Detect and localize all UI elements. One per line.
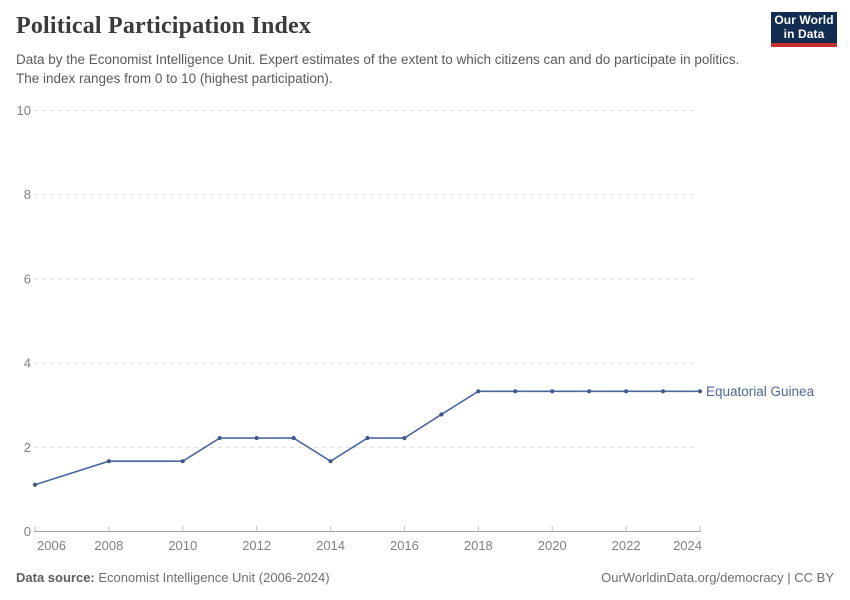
data-point-marker[interactable] bbox=[254, 435, 259, 441]
chart-footer: Data source: Economist Intelligence Unit… bbox=[16, 570, 834, 585]
page-title: Political Participation Index bbox=[16, 13, 312, 39]
x-axis-tick-label: 2012 bbox=[242, 538, 271, 553]
data-source-value: Economist Intelligence Unit (2006-2024) bbox=[94, 570, 330, 585]
owid-logo-line1: Our World bbox=[774, 13, 834, 27]
y-axis-tick-label: 10 bbox=[17, 103, 31, 118]
data-point-marker[interactable] bbox=[587, 389, 592, 394]
data-point-marker[interactable] bbox=[439, 412, 444, 417]
x-axis-tick-label: 2010 bbox=[168, 538, 197, 553]
data-point-marker[interactable] bbox=[180, 459, 185, 464]
x-axis-tick-label: 2016 bbox=[390, 538, 419, 553]
x-axis-tick-label: 2022 bbox=[612, 538, 641, 553]
x-axis-tick-label: 2008 bbox=[94, 538, 123, 553]
data-point-marker[interactable] bbox=[660, 389, 666, 394]
x-axis-tick-label: 2018 bbox=[464, 538, 493, 553]
y-axis-tick-label: 0 bbox=[24, 524, 31, 539]
data-point-marker[interactable] bbox=[624, 389, 629, 394]
data-point-marker[interactable] bbox=[106, 459, 111, 464]
data-point-marker[interactable] bbox=[291, 435, 296, 441]
data-source-note: Data source: Economist Intelligence Unit… bbox=[16, 570, 330, 585]
data-point-marker[interactable] bbox=[402, 435, 407, 441]
owid-logo[interactable]: Our World in Data bbox=[771, 12, 837, 47]
data-point-marker[interactable] bbox=[328, 459, 333, 464]
y-axis-tick-label: 4 bbox=[24, 356, 31, 371]
data-point-marker[interactable] bbox=[550, 389, 555, 394]
owid-logo-line2: in Data bbox=[783, 26, 825, 41]
data-point-marker[interactable] bbox=[32, 482, 38, 487]
data-point-marker[interactable] bbox=[513, 389, 518, 394]
chart-subtitle: Data by the Economist Intelligence Unit.… bbox=[16, 52, 740, 86]
owid-credit-link[interactable]: OurWorldinData.org/democracy | CC BY bbox=[601, 570, 834, 585]
x-axis-tick-label: 2024 bbox=[673, 538, 702, 553]
data-point-marker[interactable] bbox=[217, 435, 222, 441]
data-point-marker[interactable] bbox=[365, 435, 370, 441]
data-point-marker[interactable] bbox=[697, 389, 703, 394]
x-axis-tick-label: 2014 bbox=[316, 538, 345, 553]
series-label[interactable]: Equatorial Guinea bbox=[706, 384, 815, 399]
data-source-label: Data source: bbox=[16, 570, 95, 585]
x-axis-tick-label: 2020 bbox=[538, 538, 567, 553]
y-axis-tick-label: 8 bbox=[24, 187, 31, 202]
y-axis-tick-label: 2 bbox=[24, 440, 31, 455]
x-axis-tick-label: 2006 bbox=[37, 538, 66, 553]
y-axis-tick-label: 6 bbox=[24, 271, 31, 286]
data-point-marker[interactable] bbox=[476, 389, 481, 394]
